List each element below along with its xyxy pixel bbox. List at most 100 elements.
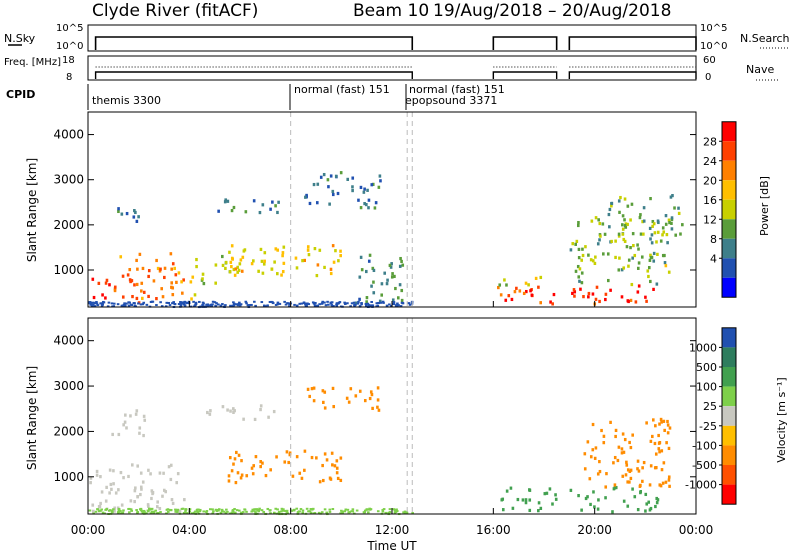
scatter-cell <box>169 509 173 512</box>
scatter-cell <box>598 221 602 226</box>
scatter-cell <box>392 508 396 511</box>
scatter-cell <box>653 441 657 446</box>
scatter-cell <box>169 477 173 482</box>
scatter-cell <box>580 508 583 512</box>
scatter-cell <box>285 510 289 513</box>
scatter-cell <box>648 508 652 512</box>
scatter-cell <box>209 409 212 413</box>
scatter-cell <box>269 512 272 515</box>
scatter-cell <box>313 511 317 514</box>
scatter-cell <box>317 511 321 514</box>
scatter-cell <box>121 295 125 299</box>
scatter-cell <box>505 489 509 493</box>
scatter-cell <box>277 510 281 513</box>
colorbar-tick-label: 100 <box>696 381 717 394</box>
scatter-cell <box>401 263 405 267</box>
scatter-cell <box>232 302 236 305</box>
scatter-cell <box>332 260 336 264</box>
scatter-cell <box>323 265 326 270</box>
cpid-panel: CPID themis 3300 normal (fast) 151 norma… <box>6 83 505 110</box>
scatter-cell <box>593 261 597 266</box>
scatter-cell <box>229 409 232 413</box>
scatter-cell <box>347 400 351 404</box>
scatter-cell <box>198 300 201 303</box>
scatter-cell <box>348 511 351 514</box>
scatter-cell <box>163 275 166 280</box>
scatter-cell <box>94 510 98 513</box>
scatter-cell <box>391 298 395 302</box>
scatter-cell <box>637 284 641 288</box>
scatter-cell <box>101 303 104 306</box>
scatter-cell <box>171 501 175 506</box>
scatter-cell <box>396 302 399 305</box>
scatter-cell <box>627 258 631 262</box>
scatter-cell <box>212 510 215 513</box>
scatter-cell <box>390 262 393 266</box>
scatter-cell <box>185 302 189 305</box>
scatter-cell <box>185 512 189 515</box>
scatter-cell <box>214 263 218 267</box>
scatter-cell <box>140 289 143 293</box>
scatter-cell <box>176 472 180 476</box>
scatter-cell <box>230 256 234 260</box>
scatter-cell <box>242 417 245 421</box>
scatter-cell <box>252 199 256 203</box>
scatter-cell <box>681 223 684 227</box>
scatter-cell <box>623 239 627 244</box>
colorbar-swatch <box>722 367 736 387</box>
scatter-cell <box>190 512 194 515</box>
scatter-cell <box>591 292 595 296</box>
scatter-cell <box>152 510 156 513</box>
scatter-cell <box>621 432 625 436</box>
scatter-cell <box>628 440 631 445</box>
scatter-cell <box>631 232 635 236</box>
scatter-cell <box>650 233 654 237</box>
scatter-cell <box>262 262 266 266</box>
scatter-cell <box>321 389 325 393</box>
scatter-cell <box>205 509 209 512</box>
scatter-cell <box>598 299 601 304</box>
scatter-cell <box>509 486 513 490</box>
colorbar-swatch <box>722 141 736 161</box>
scatter-cell <box>377 408 381 412</box>
scatter-cell <box>353 304 356 307</box>
scatter-cell <box>649 253 652 257</box>
scatter-cell <box>381 510 385 513</box>
scatter-cell <box>679 232 682 236</box>
scatter-cell <box>628 480 631 484</box>
scatter-cell <box>139 471 143 475</box>
scatter-cell <box>241 255 245 259</box>
scatter-cell <box>175 280 178 284</box>
scatter-cell <box>376 510 380 513</box>
scatter-cell <box>642 460 646 465</box>
scatter-cell <box>574 269 578 273</box>
scatter-cell <box>372 291 376 295</box>
scatter-cell <box>100 508 104 511</box>
scatter-cell <box>669 195 673 199</box>
scatter-cell <box>649 196 652 201</box>
scatter-cell <box>368 508 372 511</box>
scatter-cell <box>260 301 264 304</box>
scatter-cell <box>621 474 625 478</box>
scatter-cell <box>276 303 279 306</box>
scatter-cell <box>335 471 339 475</box>
scatter-cell <box>221 254 224 259</box>
scatter-cell <box>211 300 215 303</box>
scatter-cell <box>180 302 183 305</box>
scatter-cell <box>625 245 629 249</box>
scatter-cell <box>283 460 287 464</box>
scatter-cell <box>631 256 634 260</box>
scatter-cell <box>312 386 316 390</box>
scatter-cell <box>657 447 661 451</box>
scatter-cell <box>280 510 283 513</box>
scatter-cell <box>132 215 136 219</box>
scatter-cell <box>666 431 670 435</box>
scatter-cell <box>288 451 292 455</box>
scatter-cell <box>641 479 644 483</box>
scatter-cell <box>250 510 254 513</box>
scatter-cell <box>530 293 534 297</box>
scatter-cell <box>664 264 668 268</box>
colorbar-tick-label: 4 <box>710 252 717 265</box>
scatter-cell <box>667 446 671 451</box>
scatter-cell <box>111 305 114 308</box>
